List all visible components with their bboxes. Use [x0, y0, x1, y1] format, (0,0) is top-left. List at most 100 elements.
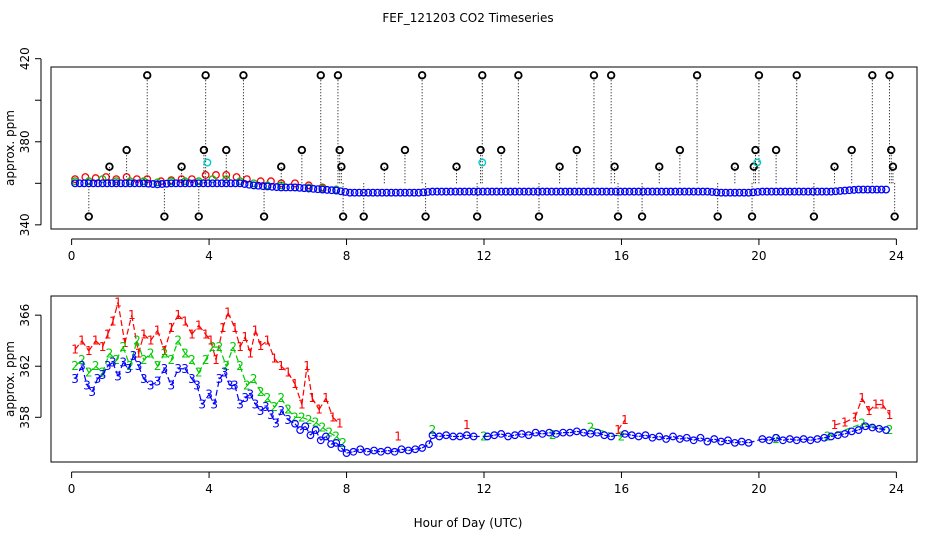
series-1-label: 1 — [252, 323, 260, 337]
blue-point — [451, 187, 460, 196]
series-3-point — [332, 438, 341, 447]
red-point — [256, 177, 265, 186]
series-3-point — [311, 426, 320, 434]
series-2-segment — [218, 346, 227, 367]
blue-point — [584, 187, 593, 196]
series-2-label: 2 — [298, 410, 306, 424]
blue-point — [158, 180, 167, 188]
series-2-label: 2 — [858, 417, 866, 431]
blue-point — [112, 179, 121, 188]
blue-point — [71, 179, 80, 188]
blue-point — [804, 187, 813, 196]
series-3-segment — [325, 436, 332, 445]
series-3-point — [593, 428, 602, 437]
series-2-label: 2 — [339, 436, 347, 450]
spike-point — [400, 145, 410, 155]
bottom-y-tick-label: 366 — [18, 304, 32, 327]
blue-point — [258, 182, 267, 191]
blue-point — [593, 187, 602, 196]
series-2-segment — [170, 340, 179, 361]
series-1-segment — [311, 397, 320, 410]
blue-point — [474, 187, 483, 196]
series-1-segment — [112, 302, 119, 322]
series-2-segment — [184, 353, 193, 361]
series-3-label: 3 — [167, 378, 175, 392]
series-3-segment — [184, 368, 193, 380]
series-3-point — [469, 432, 478, 441]
blue-point — [882, 185, 891, 194]
series-2-label: 2 — [236, 359, 244, 373]
series-2-label: 2 — [772, 432, 780, 446]
blue-point — [455, 187, 464, 196]
series-3-segment — [213, 378, 220, 405]
blue-point — [726, 188, 735, 197]
spike-point — [476, 145, 485, 155]
series-3-label: 3 — [210, 398, 218, 412]
blue-point — [75, 179, 84, 188]
blue-point — [639, 187, 648, 196]
series-1-label: 1 — [207, 334, 215, 348]
blue-point — [478, 187, 487, 196]
series-3-label: 3 — [130, 349, 138, 363]
blue-point — [850, 185, 858, 194]
series-1-label: 1 — [85, 344, 93, 358]
blue-point — [378, 188, 387, 197]
spike-point — [730, 162, 740, 171]
series-3-segment — [275, 410, 282, 424]
blue-point — [346, 188, 354, 197]
blue-point — [799, 187, 808, 196]
series-3-point — [744, 438, 753, 447]
green-point — [98, 175, 107, 184]
series-1-label: 1 — [195, 318, 203, 332]
top-x-tick-label: 24 — [889, 249, 904, 263]
series-2-label: 2 — [332, 429, 340, 443]
series-3-segment — [249, 394, 257, 405]
series-2-label: 2 — [181, 346, 189, 360]
series-2-label: 2 — [216, 340, 224, 354]
series-3-label: 3 — [221, 366, 229, 380]
series-3-point — [607, 432, 616, 441]
series-3-segment — [143, 378, 152, 386]
series-2-segment — [150, 353, 159, 367]
blue-point — [460, 187, 469, 196]
spike-point — [847, 145, 856, 155]
series-3-segment — [157, 368, 165, 382]
blue-point — [341, 188, 350, 196]
blue-point — [167, 179, 176, 188]
blue-point — [579, 187, 588, 196]
series-1-label: 1 — [264, 334, 272, 348]
blue-point — [327, 186, 336, 195]
series-2-segment — [115, 346, 124, 361]
bottom-x-tick-label: 20 — [751, 482, 766, 496]
spike-point — [830, 162, 839, 171]
blue-point — [144, 179, 153, 188]
series-1-segment — [254, 330, 262, 346]
series-3-segment — [91, 378, 98, 392]
blue-point — [469, 187, 478, 196]
series-2-segment — [122, 346, 131, 367]
blue-point — [831, 187, 840, 196]
series-2-segment — [136, 340, 145, 361]
blue-point — [208, 179, 217, 188]
series-1-label: 1 — [257, 339, 265, 353]
blue-point — [295, 183, 304, 192]
spike-point — [335, 145, 344, 155]
series-2-segment — [246, 378, 255, 386]
blue-point — [598, 187, 606, 196]
series-1-segment — [205, 333, 212, 342]
series-3-point — [301, 422, 310, 431]
series-1-label: 1 — [212, 353, 220, 367]
series-3-point — [327, 440, 335, 449]
blue-point — [176, 179, 185, 188]
bottom-x-tick-label: 16 — [614, 482, 629, 496]
blue-point — [446, 187, 455, 196]
series-1-segment — [234, 327, 241, 348]
series-2-segment — [273, 397, 282, 408]
top-x-tick-label: 8 — [343, 249, 351, 263]
top-x-tick-label: 12 — [476, 249, 491, 263]
spike-point — [421, 212, 430, 221]
series-3-segment — [208, 394, 215, 405]
series-1-label: 1 — [92, 334, 100, 348]
series-1-label: 1 — [241, 330, 249, 344]
blue-point — [790, 187, 799, 196]
